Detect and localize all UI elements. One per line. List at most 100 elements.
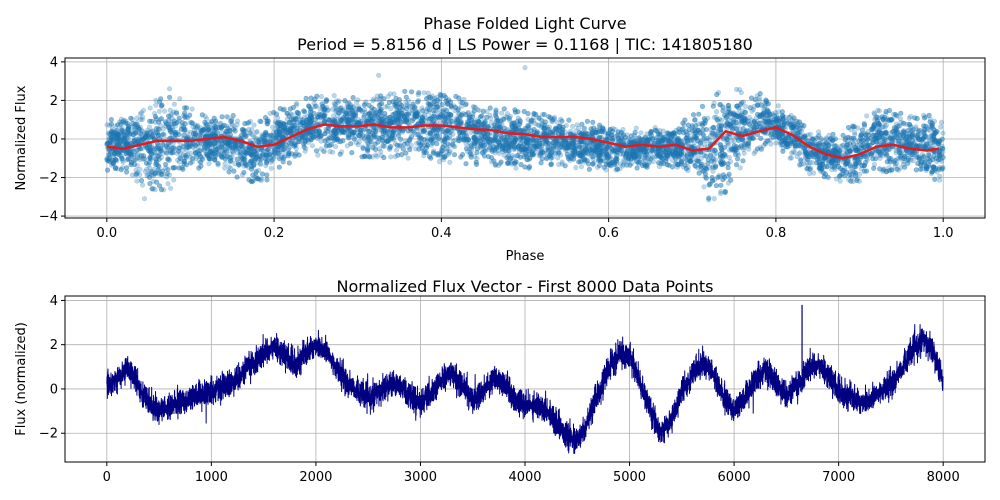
data-point bbox=[579, 145, 585, 151]
data-point bbox=[279, 120, 286, 126]
data-point bbox=[276, 119, 282, 125]
data-point bbox=[940, 130, 946, 136]
data-point bbox=[691, 140, 698, 146]
data-point bbox=[176, 159, 182, 165]
data-point bbox=[254, 128, 260, 135]
data-point bbox=[720, 152, 726, 159]
data-point bbox=[673, 127, 679, 133]
data-point bbox=[554, 144, 560, 150]
data-point bbox=[824, 141, 830, 147]
data-point bbox=[292, 116, 298, 123]
data-point bbox=[110, 130, 116, 136]
data-point bbox=[539, 111, 546, 118]
data-point bbox=[628, 138, 634, 144]
data-point bbox=[400, 106, 406, 112]
data-point bbox=[765, 115, 771, 121]
data-point bbox=[126, 124, 132, 130]
data-point bbox=[495, 163, 502, 169]
data-point bbox=[414, 140, 420, 146]
data-point bbox=[183, 143, 190, 149]
data-point bbox=[512, 158, 519, 165]
data-point bbox=[547, 115, 554, 121]
data-point bbox=[910, 127, 916, 133]
data-point bbox=[912, 135, 919, 141]
data-point bbox=[331, 92, 337, 99]
data-point bbox=[137, 155, 143, 161]
data-point bbox=[344, 120, 350, 126]
data-point bbox=[604, 155, 610, 161]
data-point bbox=[587, 148, 594, 154]
data-point bbox=[140, 182, 146, 188]
data-point bbox=[235, 118, 241, 124]
data-point bbox=[239, 154, 245, 160]
data-point bbox=[492, 124, 498, 130]
data-point bbox=[449, 127, 455, 133]
data-point bbox=[404, 102, 410, 108]
data-point bbox=[825, 157, 831, 163]
data-point bbox=[690, 136, 696, 142]
data-point bbox=[466, 114, 472, 120]
data-point bbox=[253, 176, 259, 182]
data-point bbox=[746, 121, 753, 127]
data-point bbox=[598, 151, 604, 157]
data-point bbox=[422, 128, 428, 134]
data-point bbox=[887, 146, 893, 152]
data-point bbox=[855, 125, 861, 131]
data-point bbox=[731, 148, 738, 154]
data-point bbox=[373, 127, 379, 133]
data-point bbox=[152, 119, 158, 125]
data-point bbox=[146, 124, 153, 130]
data-point bbox=[901, 121, 908, 127]
data-point bbox=[197, 130, 203, 137]
data-point bbox=[185, 115, 191, 121]
data-point bbox=[198, 128, 204, 134]
data-point bbox=[609, 136, 615, 142]
data-point bbox=[768, 111, 774, 117]
data-point bbox=[710, 168, 716, 174]
data-point bbox=[754, 118, 760, 125]
data-point bbox=[890, 111, 897, 117]
data-point bbox=[524, 123, 531, 130]
data-point bbox=[316, 133, 322, 139]
data-point bbox=[171, 101, 177, 107]
data-point bbox=[882, 137, 888, 143]
data-point bbox=[503, 146, 509, 152]
data-point bbox=[242, 157, 248, 163]
data-point bbox=[621, 159, 627, 165]
data-point bbox=[525, 139, 531, 145]
data-point bbox=[487, 112, 493, 118]
data-point bbox=[506, 117, 513, 124]
data-point bbox=[792, 150, 798, 156]
data-point bbox=[789, 150, 795, 156]
data-point bbox=[596, 162, 603, 168]
data-point bbox=[138, 116, 144, 122]
data-point bbox=[355, 142, 361, 148]
data-point bbox=[388, 154, 394, 160]
data-point bbox=[775, 103, 781, 109]
data-point bbox=[150, 152, 157, 158]
data-point bbox=[807, 171, 813, 177]
data-point bbox=[832, 149, 839, 155]
data-point bbox=[598, 147, 605, 153]
data-point bbox=[822, 144, 828, 150]
data-point bbox=[877, 152, 884, 158]
data-point bbox=[254, 154, 260, 160]
data-point bbox=[823, 136, 829, 142]
data-point bbox=[512, 144, 518, 150]
data-point bbox=[605, 162, 612, 168]
data-point bbox=[189, 106, 195, 112]
data-point bbox=[504, 160, 511, 167]
data-point bbox=[680, 164, 686, 170]
data-point bbox=[113, 136, 119, 142]
data-point bbox=[500, 149, 506, 155]
data-point bbox=[876, 120, 882, 126]
data-point bbox=[742, 109, 749, 116]
data-point bbox=[114, 139, 120, 145]
data-point bbox=[931, 118, 938, 124]
data-point bbox=[802, 151, 808, 157]
data-point bbox=[507, 113, 513, 119]
data-point bbox=[304, 119, 310, 125]
data-point bbox=[502, 140, 508, 146]
data-point bbox=[480, 108, 486, 114]
data-point bbox=[372, 132, 378, 138]
